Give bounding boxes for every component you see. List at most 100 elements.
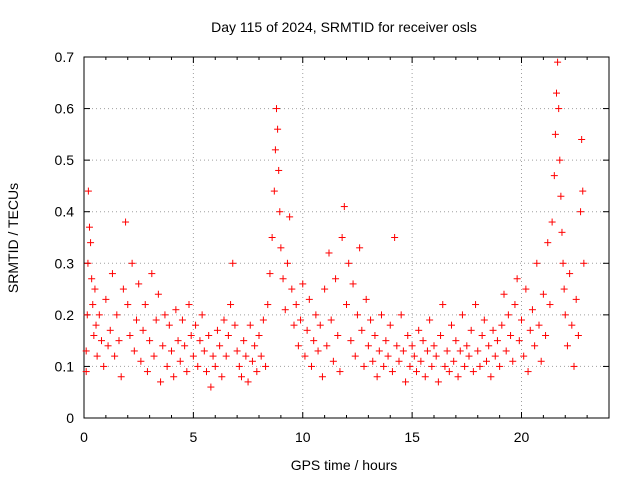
axis-ticks: 0 5 10 15 20 0 0.1 0.2 0.3 0.4 0.5 0.6 0.7 <box>55 49 609 445</box>
data-point <box>458 311 466 319</box>
data-point <box>321 285 329 293</box>
data-point <box>168 347 175 355</box>
data-point <box>104 342 112 350</box>
data-point <box>380 362 388 370</box>
data-point <box>216 342 224 350</box>
data-point <box>546 301 554 309</box>
data-point <box>213 326 221 334</box>
data-point <box>98 337 105 345</box>
data-point <box>465 352 473 360</box>
data-point <box>303 326 311 334</box>
data-point <box>205 331 213 339</box>
y-tick-label: 0 <box>66 410 74 426</box>
data-point <box>441 362 449 370</box>
data-point <box>323 342 331 350</box>
data-point <box>474 347 482 355</box>
data-point <box>419 337 427 345</box>
data-point <box>146 337 154 345</box>
data-point <box>513 275 521 283</box>
data-point <box>467 326 475 334</box>
data-point <box>218 373 226 381</box>
data-point <box>281 306 289 314</box>
plot-frame <box>83 56 610 419</box>
data-point <box>83 311 91 319</box>
x-tick-label: 10 <box>295 429 311 445</box>
data-point <box>251 342 259 350</box>
data-point <box>574 331 582 339</box>
data-point <box>154 290 162 298</box>
data-point <box>504 311 512 319</box>
data-point <box>485 342 493 350</box>
data-point <box>408 342 416 350</box>
data-point <box>139 326 147 334</box>
data-point <box>351 352 359 360</box>
data-point <box>445 368 453 376</box>
data-point <box>404 331 412 339</box>
data-point <box>274 125 282 133</box>
data-point <box>347 337 355 345</box>
data-point <box>301 352 309 360</box>
data-point <box>209 352 217 360</box>
data-point <box>556 156 564 164</box>
data-point <box>356 244 364 252</box>
data-point <box>448 321 455 329</box>
data-point <box>130 347 138 355</box>
data-point <box>84 187 92 195</box>
data-point <box>566 270 574 278</box>
data-point <box>382 337 390 345</box>
data-point <box>391 234 399 241</box>
data-point <box>388 368 396 376</box>
data-point <box>233 347 241 355</box>
data-point <box>181 342 189 350</box>
data-point <box>172 306 180 314</box>
data-point <box>194 362 202 370</box>
data-point <box>224 331 232 339</box>
data-point <box>82 347 90 355</box>
data-point <box>93 352 101 360</box>
data-point <box>198 311 206 319</box>
data-point <box>174 337 182 345</box>
data-point <box>185 301 193 309</box>
data-point <box>266 270 274 278</box>
x-axis-title: GPS time / hours <box>291 457 398 473</box>
data-point <box>373 373 381 381</box>
data-point <box>325 249 333 257</box>
data-point <box>461 362 469 370</box>
data-point <box>273 105 280 113</box>
y-tick-label: 0.4 <box>55 204 75 220</box>
data-point <box>150 352 158 360</box>
data-point <box>85 223 93 231</box>
data-point <box>478 331 486 339</box>
data-point <box>270 187 278 195</box>
data-point <box>367 316 375 324</box>
data-point <box>428 362 436 370</box>
data-point <box>432 352 440 360</box>
data-point <box>238 373 245 381</box>
data-point <box>526 326 534 334</box>
data-point <box>426 316 434 324</box>
data-point <box>292 301 300 309</box>
data-point <box>192 321 200 329</box>
data-point <box>358 326 366 334</box>
data-point <box>183 368 191 376</box>
x-tick-label: 5 <box>189 429 197 445</box>
data-point <box>157 378 165 386</box>
data-point <box>548 218 556 226</box>
data-point <box>200 347 208 355</box>
data-point <box>244 378 252 386</box>
data-point <box>279 275 287 283</box>
data-point <box>498 321 506 329</box>
data-point <box>452 337 460 345</box>
data-point <box>551 130 559 138</box>
data-point <box>386 321 394 329</box>
data-point <box>163 362 171 370</box>
data-point <box>463 342 471 350</box>
data-point <box>119 285 127 293</box>
data-point <box>141 301 149 309</box>
data-point <box>493 337 501 345</box>
data-point <box>259 316 267 324</box>
data-point <box>148 270 156 278</box>
data-point <box>91 285 99 293</box>
data-point <box>406 362 414 370</box>
